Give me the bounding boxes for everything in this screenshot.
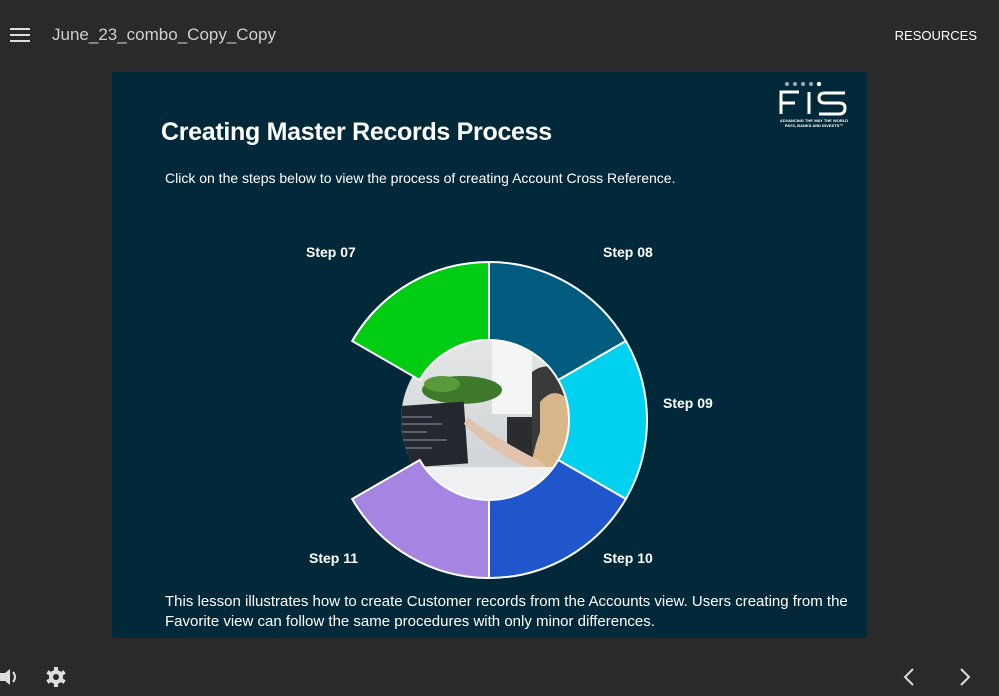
slide-title: Creating Master Records Process xyxy=(161,118,552,146)
svg-text:PAYS, BANKS AND INVESTS™: PAYS, BANKS AND INVESTS™ xyxy=(785,123,844,128)
chevron-right-icon[interactable] xyxy=(958,667,972,687)
svg-text:ADVANCING THE WAY THE WORLD: ADVANCING THE WAY THE WORLD xyxy=(780,118,848,123)
step-08-label[interactable]: Step 08 xyxy=(603,244,653,260)
slide: ADVANCING THE WAY THE WORLD PAYS, BANKS … xyxy=(112,72,867,638)
course-title: June_23_combo_Copy_Copy xyxy=(52,25,276,44)
fis-logo: ADVANCING THE WAY THE WORLD PAYS, BANKS … xyxy=(779,81,848,128)
gear-icon[interactable] xyxy=(46,667,66,687)
step-donut xyxy=(350,260,648,580)
speaker-icon[interactable] xyxy=(0,667,22,687)
top-bar: June_23_combo_Copy_Copy RESOURCES xyxy=(0,0,999,70)
step-07-label[interactable]: Step 07 xyxy=(306,244,356,260)
hamburger-icon[interactable] xyxy=(10,28,30,42)
step-segment-11[interactable] xyxy=(350,458,490,580)
slide-subtitle: Click on the steps below to view the pro… xyxy=(165,170,676,186)
step-10-label[interactable]: Step 10 xyxy=(603,550,653,566)
step-11-label[interactable]: Step 11 xyxy=(309,550,359,566)
resources-button[interactable]: RESOURCES xyxy=(894,28,977,43)
bottom-bar xyxy=(0,655,999,696)
slide-footer-text: This lesson illustrates how to create Cu… xyxy=(165,593,848,630)
step-09-label[interactable]: Step 09 xyxy=(663,395,713,411)
chevron-left-icon[interactable] xyxy=(902,667,916,687)
